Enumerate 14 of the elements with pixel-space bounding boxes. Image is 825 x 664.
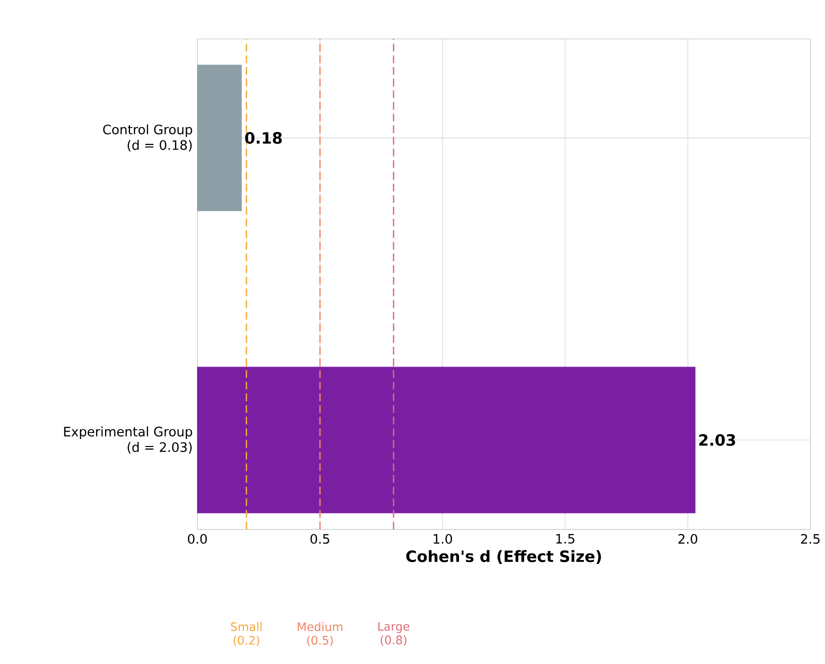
x-tick-label: 1.5 (556, 534, 574, 544)
y-tick-label: Experimental Group (d = 2.03) (64, 426, 192, 454)
ref-line-label: Small (0.2) (231, 622, 262, 646)
data-label: 0.18 (245, 132, 282, 144)
x-tick-label: 2.5 (801, 534, 820, 544)
ref-line-label: Large (0.8) (378, 622, 410, 646)
x-tick-label: 1.0 (434, 534, 452, 544)
x-tick-label: 2.0 (678, 534, 698, 544)
x-tick-label: 0.5 (310, 534, 330, 544)
data-label: 2.03 (699, 434, 736, 446)
ref-line-label: Medium (0.5) (298, 622, 342, 646)
x-axis-title: Cohen's d (Effect Size) (406, 550, 601, 564)
x-tick-label: 0.0 (188, 534, 207, 544)
y-tick-label: Control Group (d = 0.18) (103, 124, 192, 152)
